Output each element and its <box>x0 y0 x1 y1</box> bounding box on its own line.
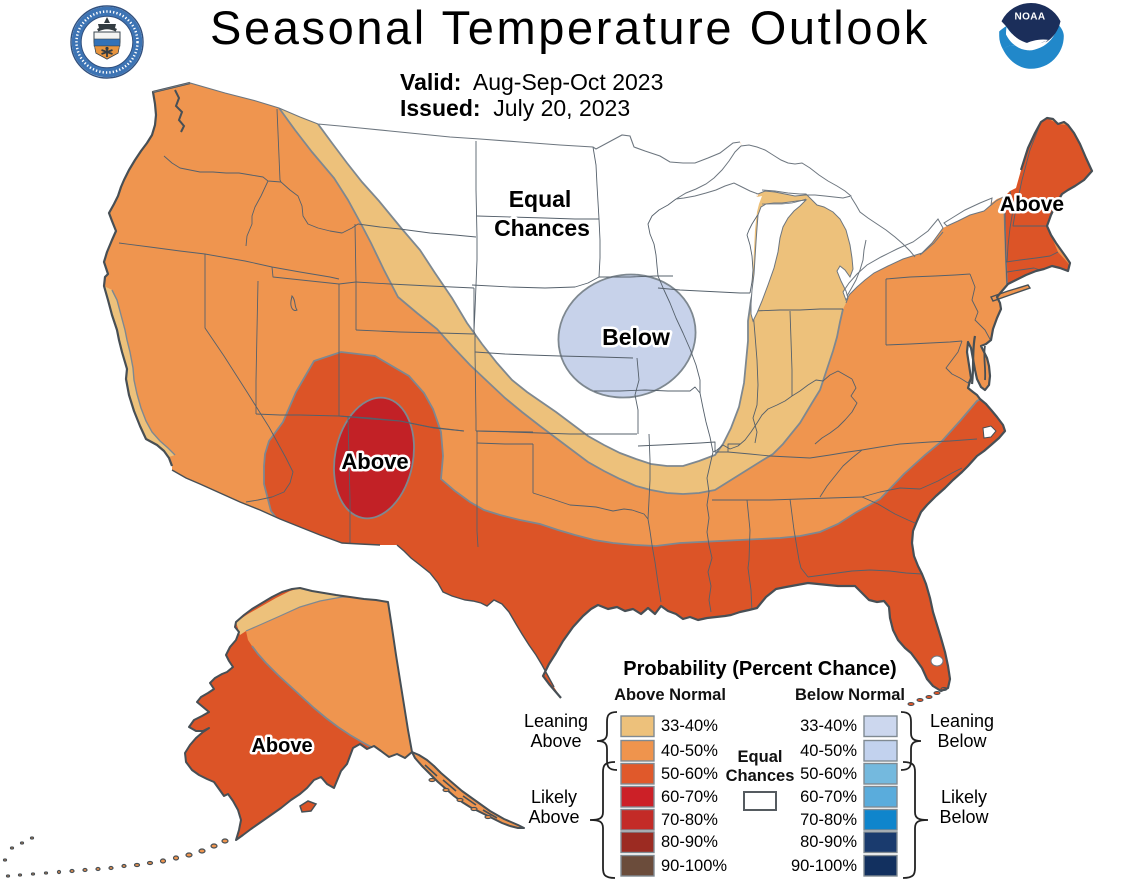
svg-text:NOAA: NOAA <box>1014 12 1045 23</box>
svg-text:Below: Below <box>602 324 670 350</box>
svg-text:Chances: Chances <box>494 215 590 241</box>
svg-text:Above: Above <box>1000 193 1064 216</box>
svg-text:Above: Above <box>251 735 312 757</box>
svg-text:Above: Above <box>341 449 408 474</box>
svg-text:Equal: Equal <box>509 186 572 212</box>
